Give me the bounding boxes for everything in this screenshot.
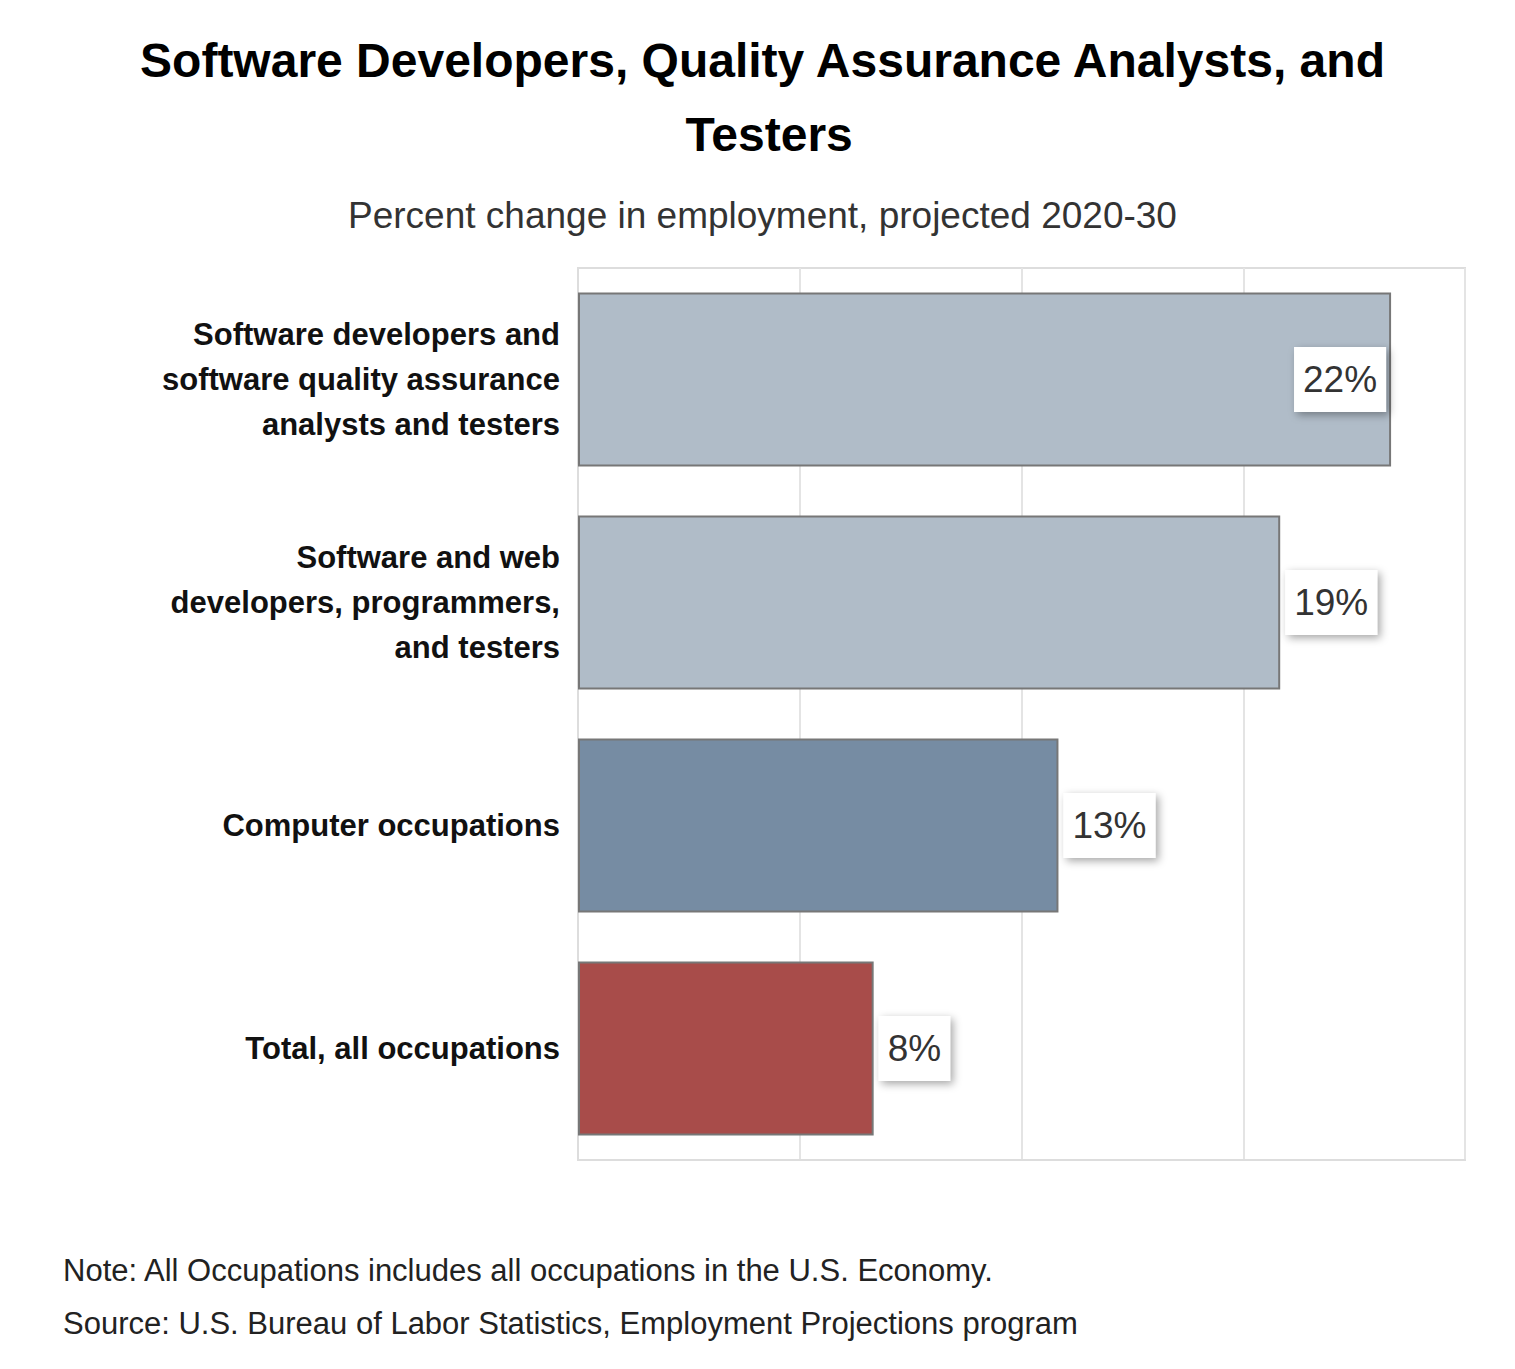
svg-text:Percent change in employment,: Percent change in employment, projected …	[348, 195, 1177, 236]
svg-text:13%: 13%	[1072, 805, 1146, 846]
svg-text:Software and web: Software and web	[296, 540, 560, 575]
svg-text:Source: U.S. Bureau of Labor S: Source: U.S. Bureau of Labor Statistics,…	[63, 1306, 1078, 1341]
svg-text:software quality assurance: software quality assurance	[162, 362, 560, 397]
svg-text:Testers: Testers	[672, 108, 853, 161]
svg-text:Note: All Occupations includes: Note: All Occupations includes all occup…	[63, 1253, 993, 1288]
svg-text:19%: 19%	[1294, 582, 1368, 623]
svg-text:22%: 22%	[1303, 359, 1377, 400]
svg-text:8%: 8%	[888, 1028, 941, 1069]
svg-text:Software developers and: Software developers and	[193, 317, 560, 352]
svg-text:Computer occupations: Computer occupations	[222, 808, 560, 843]
svg-text:and testers: and testers	[395, 630, 560, 665]
svg-text:developers, programmers,: developers, programmers,	[171, 585, 560, 620]
svg-text:analysts and testers: analysts and testers	[262, 407, 560, 442]
svg-text:Total, all occupations: Total, all occupations	[245, 1031, 560, 1066]
svg-text:Software Developers, Quality A: Software Developers, Quality Assurance A…	[140, 34, 1385, 87]
